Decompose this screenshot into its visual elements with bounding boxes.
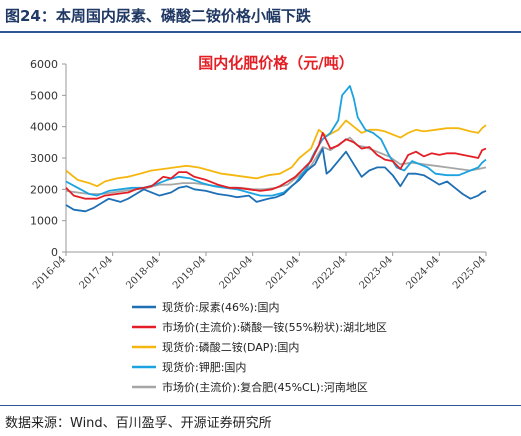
y-tick-label: 2000: [30, 183, 58, 196]
source-divider: [0, 405, 521, 406]
x-tick-label: 2019-04: [171, 254, 208, 291]
legend-label-2: 市场价(主流价):磷酸一铵(55%粉状):湖北地区: [162, 320, 387, 334]
figure-header: 图24：本周国内尿素、磷酸二铵价格小幅下跌: [0, 0, 521, 30]
legend-label-3: 现货价:磷酸二铵(DAP):国内: [162, 340, 299, 354]
y-tick-label: 3000: [30, 152, 58, 165]
legend-label-4: 现货价:钾肥:国内: [162, 360, 246, 374]
x-tick-label: 2016-04: [31, 254, 68, 291]
chart-title: 国内化肥价格（元/吨）: [198, 54, 353, 72]
y-tick-label: 5000: [30, 89, 58, 102]
x-tick-label: 2020-04: [218, 254, 255, 291]
series-line-3: [65, 119, 487, 188]
x-tick-label: 2025-04: [451, 254, 488, 291]
series-line-2: [65, 132, 487, 200]
x-tick-label: 2021-04: [264, 254, 301, 291]
series-line-4: [65, 85, 487, 197]
x-tick-label: 2023-04: [358, 254, 395, 291]
legend-label-1: 现货价:尿素(46%):国内: [162, 300, 279, 314]
price-line-chart: 国内化肥价格（元/吨） 0 1000 2000 3000 4000 5000 6000 2016…: [30, 54, 488, 394]
y-tick-label: 0: [51, 246, 58, 259]
legend-label-5: 市场价(主流价):复合肥(45%CL):河南地区: [162, 380, 368, 394]
y-tick-label: 1000: [30, 215, 58, 228]
title-divider: [0, 31, 521, 33]
x-tick-label: 2018-04: [124, 254, 161, 291]
series-line-1: [65, 147, 487, 213]
x-tick-label: 2024-04: [404, 254, 441, 291]
y-tick-label: 6000: [30, 58, 58, 71]
x-tick-label: 2017-04: [78, 254, 115, 291]
figure-title: 图24：本周国内尿素、磷酸二铵价格小幅下跌: [5, 7, 311, 25]
source-note: 数据来源：Wind、百川盈孚、开源证券研究所: [5, 416, 272, 431]
x-tick-label: 2022-04: [311, 254, 348, 291]
y-tick-label: 4000: [30, 121, 58, 134]
